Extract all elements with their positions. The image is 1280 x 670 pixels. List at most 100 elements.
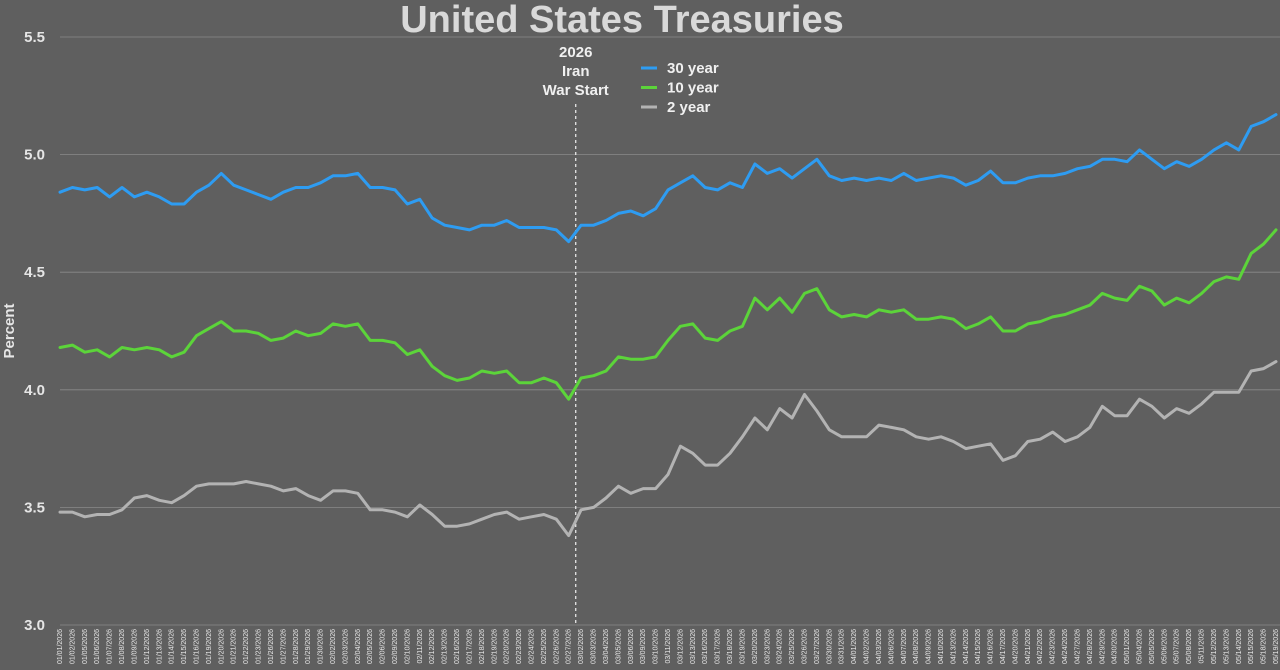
x-tick-label: 02/20/2026 bbox=[504, 629, 511, 664]
x-tick-label: 03/12/2026 bbox=[677, 629, 684, 664]
x-tick-label: 03/23/2026 bbox=[764, 629, 771, 664]
x-tick-label: 01/08/2026 bbox=[119, 629, 126, 664]
x-tick-label: 04/23/2026 bbox=[1050, 629, 1057, 664]
annotation-text: War Start bbox=[543, 82, 609, 99]
x-tick-label: 02/24/2026 bbox=[529, 629, 536, 664]
x-tick-label: 03/25/2026 bbox=[789, 629, 796, 664]
y-tick-label: 3.0 bbox=[24, 617, 45, 634]
x-tick-label: 04/24/2026 bbox=[1062, 629, 1069, 664]
x-tick-label: 03/10/2026 bbox=[653, 629, 660, 664]
x-tick-label: 01/05/2026 bbox=[82, 629, 89, 664]
series-line-2-year bbox=[58, 360, 1278, 538]
x-tick-label: 01/13/2026 bbox=[156, 629, 163, 664]
legend-label: 2 year bbox=[667, 99, 711, 116]
y-axis-label: Percent bbox=[1, 303, 18, 358]
x-tick-label: 01/12/2026 bbox=[144, 629, 151, 664]
x-tick-label: 04/30/2026 bbox=[1112, 629, 1119, 664]
x-tick-label: 02/23/2026 bbox=[516, 629, 523, 664]
x-tick-label: 03/31/2026 bbox=[839, 629, 846, 664]
x-tick-label: 01/15/2026 bbox=[181, 629, 188, 664]
x-tick-label: 04/07/2026 bbox=[901, 629, 908, 664]
x-tick-label: 05/14/2026 bbox=[1236, 629, 1243, 664]
x-tick-label: 02/18/2026 bbox=[479, 629, 486, 664]
x-tick-label: 01/30/2026 bbox=[318, 629, 325, 664]
x-tick-label: 01/16/2026 bbox=[194, 629, 201, 664]
x-tick-label: 02/12/2026 bbox=[429, 629, 436, 664]
x-tick-label: 02/06/2026 bbox=[380, 629, 387, 664]
x-tick-label: 03/27/2026 bbox=[814, 629, 821, 664]
x-tick-label: 04/09/2026 bbox=[926, 629, 933, 664]
x-tick-label: 02/03/2026 bbox=[342, 629, 349, 664]
x-tick-label: 05/13/2026 bbox=[1223, 629, 1230, 664]
y-tick-label: 4.0 bbox=[24, 382, 45, 399]
x-tick-label: 01/27/2026 bbox=[280, 629, 287, 664]
series-line-10-year bbox=[58, 228, 1278, 401]
x-tick-label: 01/20/2026 bbox=[218, 629, 225, 664]
legend-label: 30 year bbox=[667, 60, 719, 77]
x-tick-label: 05/04/2026 bbox=[1137, 629, 1144, 664]
x-tick-label: 02/25/2026 bbox=[541, 629, 548, 664]
x-tick-label: 01/09/2026 bbox=[131, 629, 138, 664]
x-tick-label: 02/17/2026 bbox=[467, 629, 474, 664]
x-tick-label: 04/17/2026 bbox=[1000, 629, 1007, 664]
x-tick-label: 04/20/2026 bbox=[1012, 629, 1019, 664]
x-tick-label: 05/15/2026 bbox=[1248, 629, 1255, 664]
x-tick-label: 01/23/2026 bbox=[256, 629, 263, 664]
y-tick-label: 5.0 bbox=[24, 147, 45, 164]
x-tick-label: 05/08/2026 bbox=[1186, 629, 1193, 664]
x-tick-label: 02/04/2026 bbox=[355, 629, 362, 664]
x-tick-label: 01/21/2026 bbox=[231, 629, 238, 664]
x-tick-label: 01/28/2026 bbox=[293, 629, 300, 664]
x-tick-label: 04/08/2026 bbox=[913, 629, 920, 664]
x-tick-label: 05/12/2026 bbox=[1211, 629, 1218, 664]
x-tick-label: 05/11/2026 bbox=[1199, 629, 1206, 664]
x-tick-label: 03/13/2026 bbox=[690, 629, 697, 664]
x-tick-label: 02/02/2026 bbox=[330, 629, 337, 664]
x-tick-label: 03/11/2026 bbox=[665, 629, 672, 664]
x-tick-label: 03/04/2026 bbox=[603, 629, 610, 664]
x-tick-label: 03/16/2026 bbox=[702, 629, 709, 664]
x-tick-label: 03/09/2026 bbox=[640, 629, 647, 664]
x-tick-label: 02/27/2026 bbox=[566, 629, 573, 664]
x-tick-label: 04/15/2026 bbox=[975, 629, 982, 664]
x-tick-label: 03/03/2026 bbox=[591, 629, 598, 664]
annotation: 2026 Iran War Start bbox=[543, 44, 609, 625]
x-tick-label: 05/06/2026 bbox=[1161, 629, 1168, 664]
x-tick-label: 03/19/2026 bbox=[739, 629, 746, 664]
x-tick-label: 03/05/2026 bbox=[615, 629, 622, 664]
x-tick-label: 04/29/2026 bbox=[1099, 629, 1106, 664]
x-tick-label: 03/20/2026 bbox=[752, 629, 759, 664]
x-tick-label: 04/27/2026 bbox=[1075, 629, 1082, 664]
x-tick-label: 01/19/2026 bbox=[206, 629, 213, 664]
x-tick-label: 05/19/2026 bbox=[1273, 629, 1280, 664]
legend-label: 10 year bbox=[667, 80, 719, 97]
x-tick-label: 03/02/2026 bbox=[578, 629, 585, 664]
x-tick-label: 01/14/2026 bbox=[169, 629, 176, 664]
x-tick-label: 03/26/2026 bbox=[802, 629, 809, 664]
grid bbox=[60, 36, 1280, 626]
x-tick-label: 04/14/2026 bbox=[963, 629, 970, 664]
x-tick-label: 01/02/2026 bbox=[69, 629, 76, 664]
y-tick-label: 4.5 bbox=[24, 264, 45, 281]
x-tick-label: 01/06/2026 bbox=[94, 629, 101, 664]
x-tick-label: 01/01/2026 bbox=[57, 629, 64, 664]
x-tick-label: 02/10/2026 bbox=[404, 629, 411, 664]
x-tick-label: 05/05/2026 bbox=[1149, 629, 1156, 664]
chart-title: United States Treasuries bbox=[400, 0, 844, 41]
x-tick-label: 04/13/2026 bbox=[950, 629, 957, 664]
x-tick-label: 01/29/2026 bbox=[305, 629, 312, 664]
y-tick-label: 3.5 bbox=[24, 499, 45, 516]
x-tick-label: 03/18/2026 bbox=[727, 629, 734, 664]
x-tick-label: 04/02/2026 bbox=[864, 629, 871, 664]
x-tick-label: 01/26/2026 bbox=[268, 629, 275, 664]
x-tick-label: 03/30/2026 bbox=[826, 629, 833, 664]
x-tick-label: 02/26/2026 bbox=[553, 629, 560, 664]
x-tick-label: 04/01/2026 bbox=[851, 629, 858, 664]
x-tick-label: 04/21/2026 bbox=[1025, 629, 1032, 664]
x-tick-label: 04/22/2026 bbox=[1037, 629, 1044, 664]
x-tick-label: 02/05/2026 bbox=[367, 629, 374, 664]
x-tick-label: 05/18/2026 bbox=[1261, 629, 1268, 664]
x-tick-label: 03/17/2026 bbox=[715, 629, 722, 664]
